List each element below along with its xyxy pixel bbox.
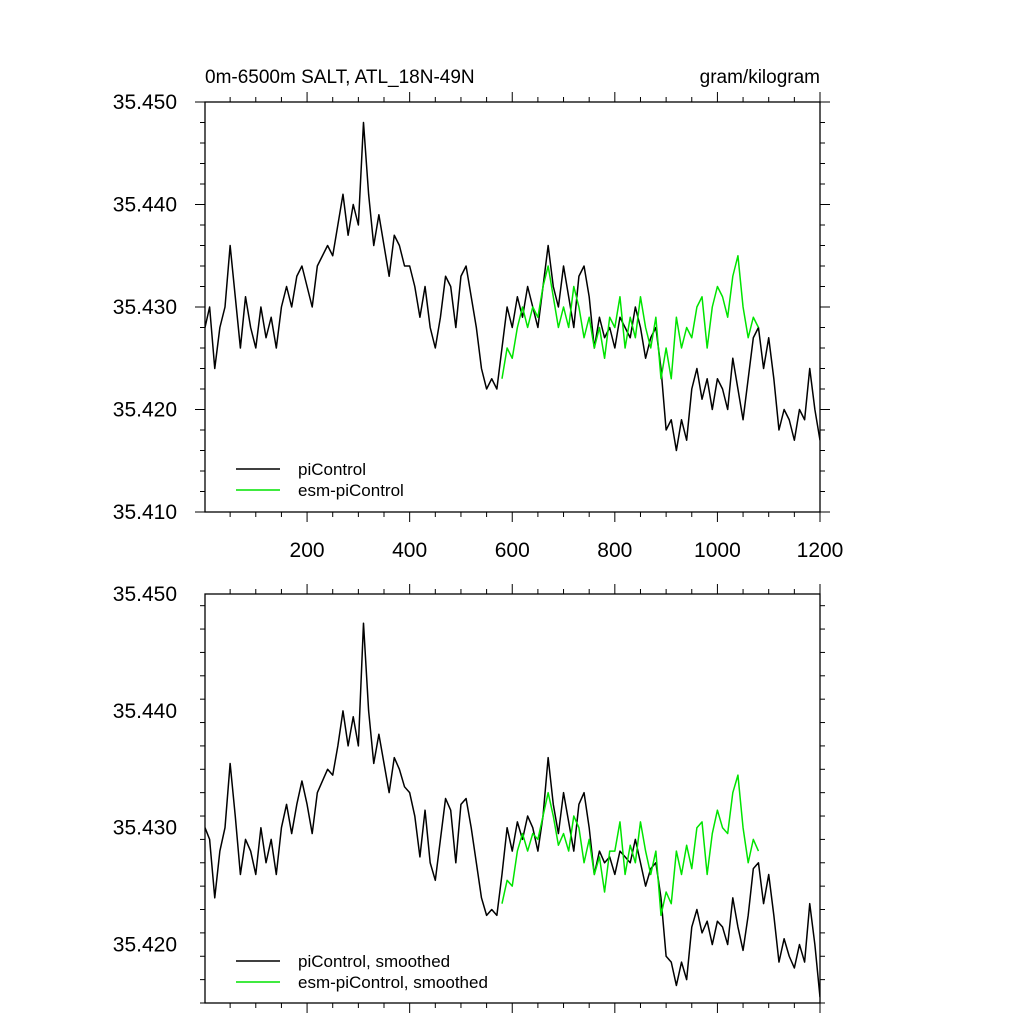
top-chart-ticks: 35.410 35.420 35.430 35.440 35.450 200 400 600 8… bbox=[113, 91, 844, 562]
bottom-chart-panel: 35.420 35.430 35.440 35.450 piControl, smoo… bbox=[113, 583, 825, 1013]
bottom-chart-plot-area bbox=[205, 622, 820, 998]
top-chart-legend: piControl esm-piControl bbox=[236, 460, 404, 500]
bottom-y-tick-label: 35.440 bbox=[113, 700, 177, 723]
bottom-chart-legend: piControl, smoothed esm-piControl, smoot… bbox=[236, 952, 488, 992]
bottom-legend-label-picontrol: piControl, smoothed bbox=[298, 952, 450, 971]
top-x-tick-label: 800 bbox=[597, 539, 632, 562]
top-chart-frame bbox=[204, 101, 821, 513]
top-legend-label-esm-picontrol: esm-piControl bbox=[298, 481, 404, 500]
top-y-tick-label: 35.420 bbox=[113, 399, 177, 422]
bottom-series-line-picontrol bbox=[205, 622, 820, 998]
top-chart-title-right: gram/kilogram bbox=[700, 67, 820, 88]
bottom-y-tick-label: 35.420 bbox=[113, 934, 177, 957]
top-y-tick-label: 35.450 bbox=[113, 91, 177, 114]
bottom-chart-frame bbox=[204, 593, 821, 1004]
top-x-tick-label: 1000 bbox=[694, 539, 741, 562]
top-x-tick-label: 600 bbox=[495, 539, 530, 562]
bottom-chart-ticks: 35.420 35.430 35.440 35.450 bbox=[113, 583, 825, 1013]
top-y-tick-label: 35.430 bbox=[113, 296, 177, 319]
top-x-tick-label: 1200 bbox=[797, 539, 844, 562]
top-x-tick-label: 400 bbox=[392, 539, 427, 562]
top-chart-plot-area bbox=[205, 121, 820, 452]
top-y-tick-label: 35.440 bbox=[113, 194, 177, 217]
top-x-tick-label: 200 bbox=[290, 539, 325, 562]
top-series-line-picontrol bbox=[205, 121, 820, 452]
bottom-series-line-esm-picontrol bbox=[501, 774, 760, 917]
top-chart-panel: 0m-6500m SALT, ATL_18N-49N gram/kilogram… bbox=[113, 67, 844, 562]
bottom-y-tick-label: 35.430 bbox=[113, 817, 177, 840]
top-series-line-esm-picontrol bbox=[501, 255, 760, 380]
top-chart-title-left: 0m-6500m SALT, ATL_18N-49N bbox=[205, 67, 475, 88]
top-legend-label-picontrol: piControl bbox=[298, 460, 366, 479]
bottom-legend-label-esm-picontrol: esm-piControl, smoothed bbox=[298, 973, 488, 992]
bottom-y-tick-label: 35.450 bbox=[113, 583, 177, 606]
top-y-tick-label: 35.410 bbox=[113, 501, 177, 524]
